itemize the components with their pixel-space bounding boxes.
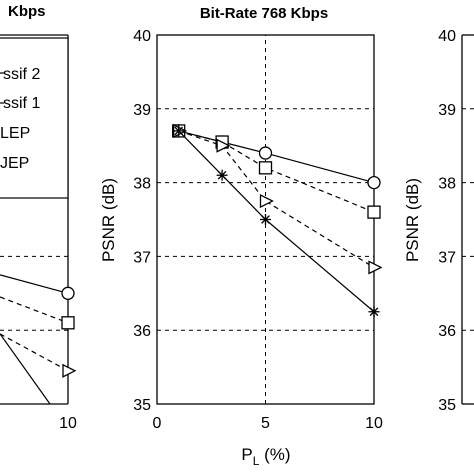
right-tick-labels: 35 36 37 38 39 40 (438, 28, 456, 414)
legend-label-2: ssif 1 (3, 95, 40, 112)
left-point-circle-0 (61, 286, 75, 300)
middle-point-star-3-stroke-3 (369, 307, 379, 317)
left-series-line-circle (0, 274, 69, 294)
legend: ssif 2 ssif 1 LEP JEP (0, 37, 69, 199)
middle-series-line-star (178, 130, 375, 313)
middle-point-square-2 (258, 161, 273, 175)
left-series-line-square (0, 296, 69, 324)
legend-box (0, 37, 69, 199)
middle-point-star-0-stroke-3 (174, 126, 184, 136)
middle-series-triangle (173, 123, 383, 275)
middle-y-tick-37: 37 (133, 249, 151, 266)
left-panel-title: Kbps (8, 3, 46, 20)
x-label-main: P (241, 445, 252, 464)
legend-label-1: ssif 2 (3, 66, 40, 83)
left-point-triangle-0 (62, 363, 77, 378)
middle-point-triangle-2 (259, 193, 274, 209)
middle-x-tick-0: 0 (153, 415, 162, 432)
middle-y-tick-39: 39 (133, 102, 151, 119)
right-y-tick-36: 36 (438, 323, 456, 340)
legend-label-3: LEP (0, 125, 30, 142)
middle-plot-frame (156, 34, 375, 405)
middle-point-star-3 (368, 306, 380, 318)
middle-y-axis-label: PSNR (dB) (99, 178, 118, 262)
right-y-tick-40: 40 (438, 28, 456, 45)
right-y-tick-39: 39 (438, 102, 456, 119)
middle-point-triangle-3 (368, 260, 383, 275)
right-y-tick-37: 37 (438, 249, 456, 266)
right-panel: 35 36 37 38 39 40 PSNR (dB) (403, 28, 474, 414)
middle-point-star-1-stroke-3 (217, 170, 227, 180)
middle-x-tick-5: 5 (261, 415, 270, 432)
middle-y-tick-40: 40 (133, 28, 151, 45)
right-y-axis-label: PSNR (dB) (403, 178, 422, 262)
middle-point-circle-2 (258, 146, 273, 160)
left-series (0, 274, 77, 405)
middle-point-square-3 (367, 205, 381, 219)
left-series-square (0, 296, 75, 330)
middle-x-axis-label: PL (%) (241, 445, 290, 468)
middle-point-star-2-stroke-3 (261, 215, 270, 224)
legend-entry-2: ssif 1 (0, 95, 40, 112)
middle-series (172, 123, 383, 318)
left-series-line-star (0, 333, 51, 405)
middle-y-tick-38: 38 (133, 176, 151, 193)
left-panel: Kbps 10 ssif 2 ssif 1 LEP JEP (0, 3, 77, 432)
legend-entry-1: ssif 2 (0, 66, 40, 83)
middle-series-line-triangle (178, 130, 375, 268)
middle-tick-labels: 35 36 37 38 39 40 0 5 10 (133, 28, 383, 432)
left-series-star (0, 333, 51, 405)
middle-x-tick-10: 10 (365, 415, 383, 432)
middle-point-star-0 (173, 125, 185, 137)
left-series-line-triangle (0, 333, 69, 372)
middle-point-star-2 (260, 214, 271, 225)
x-label-subscript: L (253, 454, 260, 468)
middle-panel-title: Bit-Rate 768 Kbps (200, 5, 328, 22)
middle-y-tick-36: 36 (133, 323, 151, 340)
middle-point-circle-3 (367, 175, 381, 190)
right-y-tick-38: 38 (438, 176, 456, 193)
middle-panel: Bit-Rate 768 Kbps 35 36 37 38 39 40 0 5 10 PSNR … (99, 5, 383, 468)
middle-series-square (172, 124, 381, 219)
right-grid (462, 108, 474, 331)
x-label-rest: (%) (259, 445, 290, 464)
middle-point-triangle-1 (216, 138, 231, 153)
right-y-tick-35: 35 (438, 397, 456, 414)
middle-point-star-1 (216, 169, 228, 181)
left-point-square-0 (61, 316, 75, 330)
middle-series-star (173, 125, 380, 318)
left-series-triangle (0, 333, 77, 378)
left-series-circle (0, 274, 75, 300)
left-x-tick-10: 10 (59, 415, 77, 432)
middle-y-tick-35: 35 (133, 397, 151, 414)
middle-series-line-square (178, 130, 375, 213)
right-axes (461, 34, 474, 405)
legend-label-4: JEP (0, 155, 29, 172)
